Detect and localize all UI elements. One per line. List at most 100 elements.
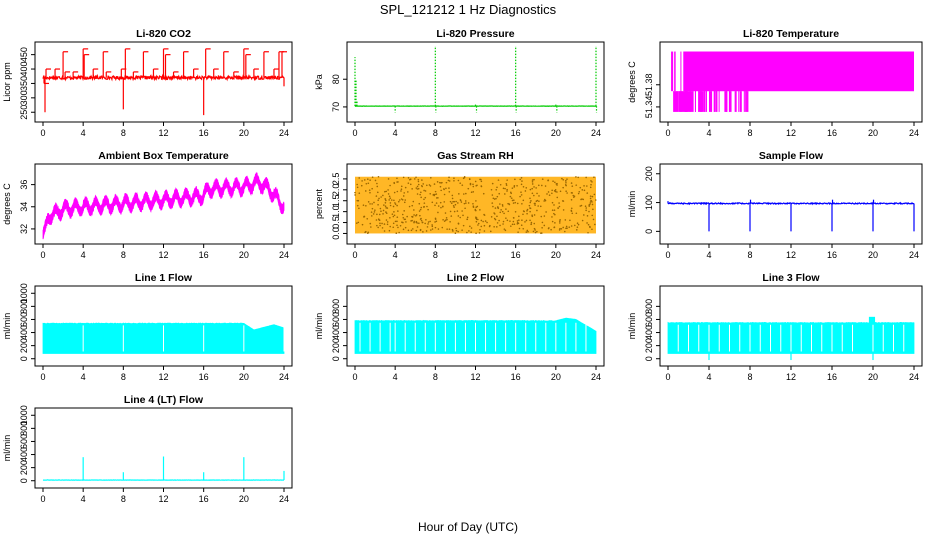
rh-point-371 (494, 218, 497, 221)
rh-point-17 (586, 215, 589, 217)
rh-point-469 (376, 191, 379, 194)
rh-point-237 (405, 221, 407, 223)
rh-point-530 (424, 222, 426, 225)
rh-point-151 (412, 200, 415, 203)
rh-point-169 (407, 229, 410, 232)
y-tick-label-box_temp-1: 34 (19, 202, 29, 212)
rh-point-370 (418, 202, 421, 205)
x-tick-label-sample_flow-3: 12 (786, 250, 796, 260)
rh-point-333 (516, 202, 519, 205)
y-tick-label-line1-1: 200 (19, 338, 29, 353)
rh-point-40 (518, 227, 521, 230)
rh-point-6 (420, 184, 423, 187)
rh-point-360 (435, 193, 438, 195)
rh-point-108 (510, 225, 512, 227)
x-tick-label-line2-3: 12 (470, 372, 480, 382)
rh-point-43 (417, 183, 420, 186)
rh-point-486 (531, 192, 534, 195)
rh-point-299 (503, 212, 505, 215)
rh-point-562 (358, 192, 361, 194)
rh-point-668 (396, 204, 398, 207)
rh-point-125 (389, 225, 392, 228)
x-tick-label-pressure-0: 0 (352, 128, 357, 138)
rh-point-306 (380, 196, 382, 198)
temp-high-seg-2 (683, 51, 914, 92)
rh-point-83 (383, 204, 385, 206)
x-tick-label-rh-5: 20 (551, 250, 561, 260)
rh-point-324 (533, 194, 535, 197)
rh-point-460 (385, 190, 388, 193)
y-axis-label-licor_temp: degrees C (627, 61, 637, 103)
rh-point-622 (396, 220, 398, 223)
rh-point-279 (423, 189, 425, 192)
rh-point-355 (371, 207, 374, 210)
rh-point-590 (413, 214, 415, 216)
rh-point-506 (511, 187, 514, 189)
rh-point-568 (415, 221, 418, 224)
rh-point-229 (553, 212, 555, 215)
x-tick-label-line1-2: 8 (121, 372, 126, 382)
rh-point-75 (388, 229, 391, 232)
rh-point-114 (381, 222, 383, 225)
y-tick-label-line4-3: 600 (19, 434, 29, 449)
rh-point-123 (513, 223, 516, 226)
x-tick-label-licor_temp-2: 8 (747, 128, 752, 138)
rh-point-425 (543, 215, 546, 217)
rh-point-424 (461, 229, 463, 231)
rh-point-541 (452, 230, 454, 232)
rh-point-575 (378, 213, 381, 216)
rh-point-696 (411, 228, 414, 230)
rh-point-527 (373, 201, 375, 204)
x-tick-label-licor_temp-1: 4 (706, 128, 711, 138)
rh-point-627 (531, 179, 534, 181)
panel-title-line1: Line 1 Flow (135, 272, 193, 284)
x-tick-label-line2-1: 4 (393, 372, 398, 382)
rh-point-504 (500, 209, 502, 211)
rh-point-446 (533, 227, 536, 230)
rh-point-487 (396, 190, 399, 193)
rh-point-462 (413, 209, 415, 211)
rh-point-574 (398, 199, 401, 201)
rh-point-121 (424, 196, 427, 199)
x-tick-label-co2-3: 12 (158, 128, 168, 138)
y-tick-label-rh-0: 0.0 (331, 227, 341, 240)
rh-point-533 (393, 211, 395, 213)
rh-point-638 (399, 224, 402, 227)
x-tick-label-line1-5: 20 (239, 372, 249, 382)
y-axis-label-rh: percent (314, 188, 324, 219)
panel-title-line3: Line 3 Flow (762, 272, 820, 284)
x-tick-label-pressure-4: 16 (511, 128, 521, 138)
rh-point-159 (583, 185, 585, 187)
rh-point-181 (389, 202, 392, 204)
rh-point-353 (470, 227, 473, 229)
rh-point-429 (423, 202, 426, 204)
x-tick-label-co2-0: 0 (40, 128, 45, 138)
rh-point-591 (575, 184, 578, 186)
rh-point-366 (455, 227, 457, 230)
rh-point-292 (434, 204, 436, 207)
rh-point-358 (443, 188, 445, 191)
x-tick-label-pressure-2: 8 (433, 128, 438, 138)
rh-point-583 (383, 223, 386, 225)
rh-point-95 (493, 226, 495, 228)
rh-point-62 (387, 193, 390, 195)
rh-point-127 (404, 226, 407, 229)
rh-point-248 (491, 194, 494, 196)
rh-point-372 (509, 195, 512, 198)
rh-point-526 (448, 180, 451, 182)
x-tick-label-co2-5: 20 (239, 128, 249, 138)
rh-point-561 (397, 226, 399, 229)
rh-point-516 (358, 177, 361, 179)
rh-point-645 (410, 220, 412, 222)
rh-point-34 (360, 184, 363, 187)
rh-point-142 (550, 228, 552, 231)
rh-point-341 (541, 221, 544, 224)
rh-point-231 (402, 176, 405, 179)
y-tick-label-licor_temp-1: 51.38 (644, 74, 654, 97)
rh-point-497 (576, 222, 579, 225)
rh-point-104 (464, 200, 467, 202)
x-tick-label-line1-4: 16 (199, 372, 209, 382)
rh-point-263 (460, 201, 463, 203)
